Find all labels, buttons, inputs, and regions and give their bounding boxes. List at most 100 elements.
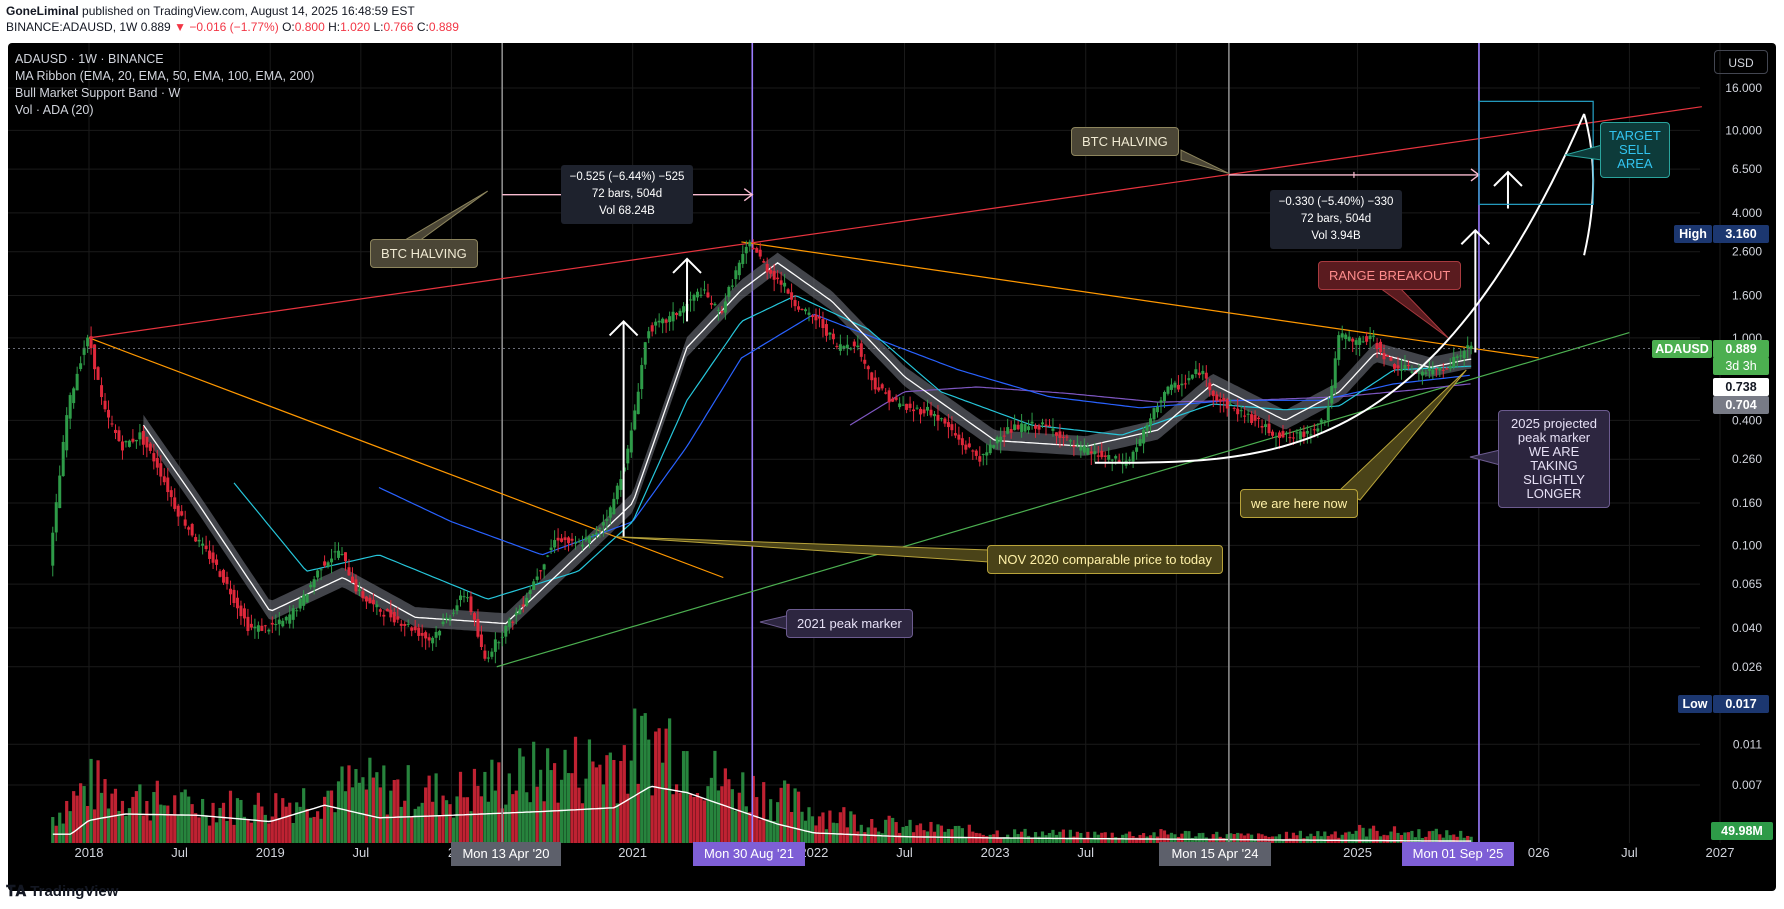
legend-volume[interactable]: Vol · ADA (20) <box>15 103 94 117</box>
volume-bar <box>1469 836 1473 843</box>
candle-body <box>1291 437 1295 439</box>
candle-body <box>316 570 320 578</box>
candle-body <box>1323 420 1327 422</box>
candle-body <box>378 609 382 612</box>
candle-body <box>1159 400 1163 403</box>
candle-body <box>1075 443 1079 446</box>
volume-bar <box>1211 834 1215 843</box>
candle-body <box>1302 431 1306 437</box>
candle-body <box>1316 428 1320 432</box>
candle-body <box>943 418 947 424</box>
volume-bar <box>169 814 173 843</box>
bull-market-support-band <box>143 252 1472 633</box>
candle-body <box>922 409 926 414</box>
volume-bar <box>1026 835 1031 843</box>
here-now-label[interactable]: we are here now <box>1240 489 1359 518</box>
candle-body <box>260 625 264 631</box>
candle-body <box>455 605 459 611</box>
candle-body <box>152 453 156 462</box>
volume-bar <box>807 807 811 843</box>
volume-bar <box>525 792 529 843</box>
volume-bar <box>399 806 403 843</box>
candle-body <box>1047 425 1051 427</box>
target-sell-label[interactable]: TARGET SELL AREA <box>1600 122 1670 178</box>
measure-box-1[interactable]: −0.525 (−6.44%) −525 72 bars, 504d Vol 6… <box>561 165 693 224</box>
volume-bar <box>120 800 125 843</box>
peak-2021-label[interactable]: 2021 peak marker <box>786 609 913 638</box>
candle-body <box>263 625 267 627</box>
volume-bar <box>1225 834 1229 843</box>
volume-bar <box>1169 832 1174 843</box>
candle-body <box>180 511 184 516</box>
candle-body <box>1194 369 1198 374</box>
legend-symbol[interactable]: ADAUSD · 1W · BINANCE <box>15 52 164 66</box>
volume-bar <box>1013 829 1017 843</box>
candle-body <box>284 616 288 621</box>
nov-2020-label[interactable]: NOV 2020 comparable price to today <box>987 545 1223 574</box>
currency-button[interactable]: USD <box>1714 50 1768 74</box>
candle-body <box>448 617 452 620</box>
volume-bar <box>664 728 668 843</box>
candle-body <box>769 269 773 274</box>
candle-body <box>445 617 449 620</box>
candle-body <box>981 453 985 455</box>
candle-body <box>201 543 205 546</box>
author-name[interactable]: GoneLiminal <box>6 4 79 18</box>
candle-body <box>1295 432 1299 434</box>
btc-halving-label-1[interactable]: BTC HALVING <box>370 239 478 268</box>
candle-body <box>486 657 490 659</box>
date-badge-sep-2025: Mon 01 Sep '25 <box>1402 842 1514 866</box>
volume-bar <box>249 822 254 843</box>
volume-bar <box>1427 831 1431 843</box>
candle-body <box>1162 391 1166 401</box>
volume-bar <box>1295 835 1299 843</box>
candle-body <box>1448 366 1452 369</box>
candle-body <box>1417 370 1421 372</box>
volume-bar <box>674 784 679 843</box>
tradingview-logo-icon: 𝐓𝐀 <box>6 883 27 900</box>
candle-body <box>222 569 226 583</box>
range-breakout-label[interactable]: RANGE BREAKOUT <box>1318 261 1462 290</box>
candle-body <box>483 650 487 659</box>
volume-bar <box>75 795 79 843</box>
candle-body <box>828 332 832 335</box>
legend-bull-band[interactable]: Bull Market Support Band · W <box>15 86 181 100</box>
volume-bar <box>305 808 309 843</box>
candle-body <box>751 247 755 250</box>
candle-body <box>1406 365 1410 367</box>
legend-ma-ribbon[interactable]: MA Ribbon (EMA, 20, EMA, 50, EMA, 100, E… <box>15 69 315 83</box>
volume-bar <box>96 760 100 843</box>
candle-body <box>1333 358 1337 389</box>
candle-body <box>434 631 438 638</box>
volume-bar <box>1197 833 1201 843</box>
candle-body <box>915 407 919 409</box>
candle-body <box>786 289 790 294</box>
candle-body <box>601 522 605 526</box>
btc-halving-label-2[interactable]: BTC HALVING <box>1071 127 1179 156</box>
candle-body <box>340 553 344 555</box>
peak-2025-label[interactable]: 2025 projected peak marker WE ARE TAKING… <box>1498 410 1611 508</box>
volume-bar <box>532 741 536 843</box>
volume-bar <box>911 832 916 843</box>
volume-bar <box>657 728 661 843</box>
measure-box-2[interactable]: −0.330 (−5.40%) −330 72 bars, 504d Vol 3… <box>1270 190 1402 249</box>
volume-bar <box>1250 834 1254 843</box>
footer-brand[interactable]: 𝐓𝐀 TradingView <box>6 883 118 900</box>
price-chart[interactable]: 16.00010.0006.5004.0002.6001.6001.0000.4… <box>8 43 1776 891</box>
chart-frame <box>8 43 1776 891</box>
candle-body <box>190 524 194 536</box>
candle-body <box>117 430 121 442</box>
volume-bar <box>1107 837 1111 843</box>
candle-body <box>1379 341 1383 353</box>
measure-2-line-3: Vol 3.94B <box>1311 230 1361 242</box>
volume-bar <box>863 832 867 843</box>
volume-bar <box>688 794 693 843</box>
candle-body <box>1068 440 1072 442</box>
volume-bar <box>1100 832 1104 843</box>
candle-body <box>629 430 633 453</box>
volume-bar <box>877 831 881 843</box>
y-tick-label-2: 6.500 <box>1732 162 1762 176</box>
candle-body <box>727 286 731 297</box>
volume-bar <box>68 811 72 843</box>
open-value: 0.800 <box>294 20 325 34</box>
